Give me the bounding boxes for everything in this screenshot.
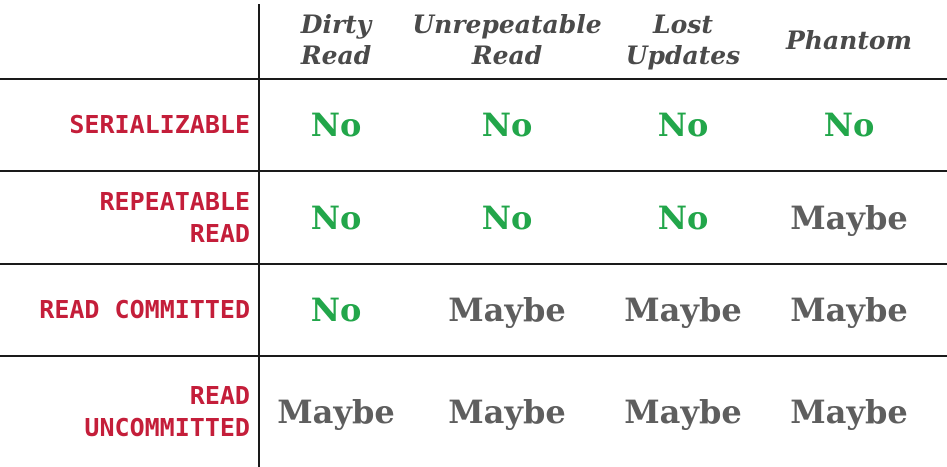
- column-header-phantom: Phantom: [785, 25, 913, 55]
- column-header-unrepeatable-read: Unrepeatable Read: [412, 10, 602, 70]
- table-cell: No: [657, 198, 709, 237]
- table-cell: Maybe: [790, 393, 908, 431]
- table-cell: No: [310, 106, 362, 144]
- table-cell: Maybe: [448, 291, 566, 329]
- row-header-repeatable-read: REPEATABLE READ: [99, 186, 250, 248]
- row-header-divider: [258, 4, 260, 467]
- table-cell: No: [657, 106, 709, 144]
- row-header-read-uncommitted: READ UNCOMMITTED: [84, 381, 250, 442]
- row-divider-1: [0, 170, 947, 172]
- table-cell: Maybe: [624, 291, 742, 329]
- table-cell: No: [823, 106, 875, 144]
- table-cell: No: [481, 198, 533, 237]
- table-cell: No: [310, 198, 362, 237]
- column-header-dirty-read: Dirty Read: [300, 10, 372, 70]
- row-header-read-committed: READ COMMITTED: [39, 295, 250, 324]
- row-divider-2: [0, 263, 947, 265]
- table-cell: Maybe: [624, 393, 742, 431]
- row-header-serializable: SERIALIZABLE: [69, 110, 250, 139]
- header-divider: [0, 78, 947, 80]
- table-cell: Maybe: [277, 393, 395, 431]
- table-cell: Maybe: [790, 198, 908, 237]
- table-cell: Maybe: [448, 393, 566, 431]
- table-cell: No: [481, 106, 533, 144]
- row-divider-3: [0, 355, 947, 357]
- column-header-lost-updates: Lost Updates: [625, 10, 741, 70]
- table-cell: No: [310, 291, 362, 329]
- table-cell: Maybe: [790, 291, 908, 329]
